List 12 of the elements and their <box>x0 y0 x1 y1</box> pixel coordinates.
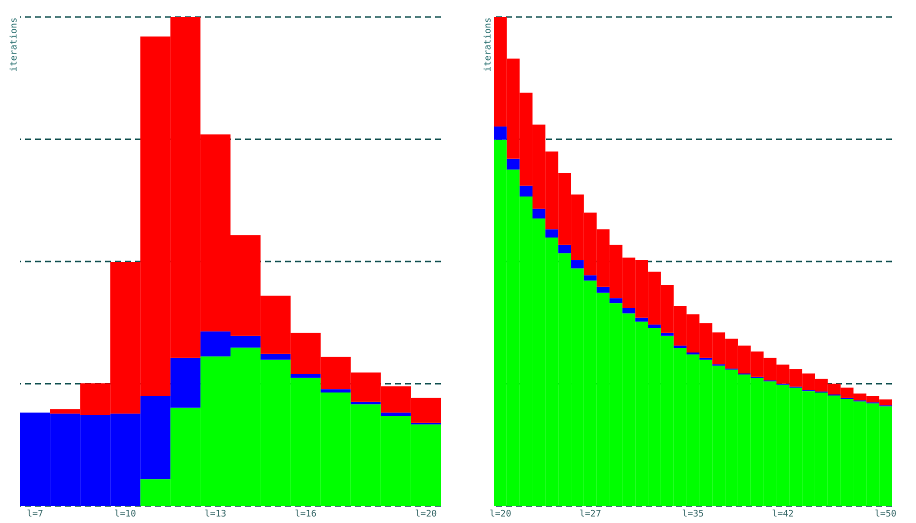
x-tick-label: l=13 <box>204 510 226 520</box>
y-axis-title: iterations <box>10 18 20 72</box>
x-tick-label: l=10 <box>114 510 136 520</box>
x-tick-label: l=16 <box>294 510 317 520</box>
x-tick-label: l=20 <box>415 510 437 520</box>
x-tick-label: l=7 <box>26 510 44 520</box>
x-tick-label: l=27 <box>579 510 602 520</box>
y-axis-title: iterations <box>484 18 494 72</box>
x-tick-label: l=50 <box>874 510 896 520</box>
x-tick-label: l=35 <box>682 510 704 520</box>
x-tick-label: l=42 <box>772 510 794 520</box>
x-tick-label: l=20 <box>490 510 512 520</box>
